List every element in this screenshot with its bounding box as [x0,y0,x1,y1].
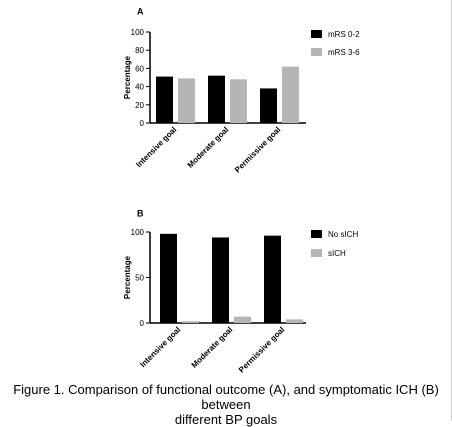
y-tick-label-b-100: 100 [131,228,145,237]
y-axis-label-a: Percentage [123,55,132,99]
x-tick-label-b-1: Intensive goal [138,325,182,369]
bar-b-3-series-1 [264,235,281,323]
legend-label-a-2: mRS 3-6 [328,48,360,57]
bar-b-2-series-1 [212,237,229,323]
legend-label-b-1: No sICH [328,230,358,239]
legend-swatch-a-2 [311,48,322,56]
x-tick-label-a-3: Permissive goal [233,125,282,174]
x-tick-label-a-2: Moderate goal [186,125,231,170]
panel-label-a: A [137,6,144,16]
legend-swatch-b-2 [311,249,322,257]
legend-label-a-1: mRS 0-2 [328,30,360,39]
figure-caption: Figure 1. Comparison of functional outco… [0,382,452,427]
legend-swatch-a-1 [311,30,322,38]
y-tick-label-a-60: 60 [135,64,144,73]
x-tick-label-b-3: Permissive goal [237,325,286,374]
legend-label-b-2: sICH [328,249,346,258]
bar-b-2-series-2 [234,316,251,323]
bar-a-1-series-1 [156,76,173,123]
x-tick-label-a-1: Intensive goal [134,125,178,169]
caption-line-1: Figure 1. Comparison of functional outco… [13,382,439,412]
y-tick-label-a-20: 20 [135,101,144,110]
legend-swatch-b-1 [311,230,322,238]
bar-a-2-series-2 [230,79,247,123]
y-tick-label-b-50: 50 [135,274,144,283]
bar-a-3-series-2 [282,66,299,123]
y-tick-label-a-80: 80 [135,46,144,55]
y-tick-label-a-0: 0 [140,119,145,128]
x-tick-label-b-2: Moderate goal [190,325,235,370]
y-tick-label-a-40: 40 [135,83,144,92]
panel-label-b: B [137,208,144,218]
caption-line-2: different BP goals [174,412,278,427]
bar-b-1-series-2 [182,321,199,323]
bar-a-2-series-1 [208,75,225,123]
bar-a-3-series-1 [260,88,277,123]
bar-b-3-series-2 [286,319,303,323]
y-tick-label-a-100: 100 [131,28,145,37]
bar-a-1-series-2 [178,78,195,123]
y-tick-label-b-0: 0 [140,319,145,328]
bar-b-1-series-1 [160,233,177,323]
y-axis-label-b: Percentage [123,255,132,299]
